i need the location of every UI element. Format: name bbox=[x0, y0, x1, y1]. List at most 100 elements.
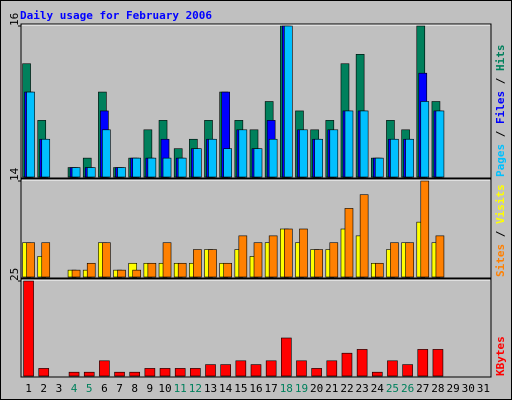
bar bbox=[68, 371, 80, 377]
x-tick-label: 18 bbox=[280, 382, 293, 395]
bar bbox=[284, 228, 293, 278]
y-tick-label: 14 bbox=[8, 167, 21, 181]
bar bbox=[344, 208, 354, 278]
x-tick-label: 2 bbox=[40, 382, 47, 395]
bar bbox=[129, 371, 141, 377]
bar bbox=[374, 157, 384, 178]
bar bbox=[114, 371, 125, 377]
bar bbox=[26, 242, 35, 278]
bar bbox=[268, 138, 278, 178]
x-tick-label: 20 bbox=[310, 382, 323, 395]
chart-title: Daily usage for February 2006 bbox=[20, 9, 212, 22]
bar bbox=[329, 129, 339, 178]
bar bbox=[117, 167, 126, 178]
bar bbox=[190, 368, 201, 377]
bar bbox=[38, 368, 50, 377]
x-tick-label: 17 bbox=[265, 382, 278, 395]
x-tick-label: 6 bbox=[101, 382, 108, 395]
x-tick-label: 29 bbox=[446, 382, 459, 395]
bar bbox=[299, 228, 308, 278]
x-tick-label: 19 bbox=[295, 382, 308, 395]
bar bbox=[205, 364, 216, 377]
bar bbox=[329, 242, 339, 278]
x-tick-label: 23 bbox=[356, 382, 369, 395]
x-tick-label: 8 bbox=[131, 382, 138, 395]
bar bbox=[208, 249, 217, 278]
bar bbox=[132, 157, 142, 178]
legend-entry: Hits bbox=[494, 45, 507, 72]
bar bbox=[250, 364, 262, 377]
bar bbox=[314, 138, 323, 178]
x-tick-label: 15 bbox=[234, 382, 247, 395]
bar bbox=[405, 242, 414, 278]
x-tick-label: 22 bbox=[340, 382, 353, 395]
bar bbox=[390, 242, 399, 278]
legend-entry: Pages bbox=[494, 144, 507, 177]
bar bbox=[99, 360, 110, 377]
x-tick-label: 9 bbox=[147, 382, 154, 395]
legend-separator: / bbox=[494, 224, 507, 244]
bar bbox=[402, 364, 413, 377]
legend-entry: Sites bbox=[494, 244, 507, 277]
bar bbox=[296, 360, 307, 377]
x-tick-label: 21 bbox=[325, 382, 338, 395]
bar bbox=[26, 91, 35, 178]
bar bbox=[23, 280, 34, 377]
bar bbox=[132, 269, 142, 278]
x-tick-label: 4 bbox=[71, 382, 78, 395]
bar bbox=[341, 352, 353, 377]
bar bbox=[41, 242, 51, 278]
bar bbox=[102, 129, 111, 178]
legend: Sites / Visits bbox=[494, 184, 507, 277]
bar bbox=[299, 129, 308, 178]
bar bbox=[193, 148, 202, 178]
bar bbox=[102, 242, 111, 278]
legend: KBytes bbox=[494, 336, 507, 376]
legend-separator: / bbox=[494, 124, 507, 144]
x-tick-label: 3 bbox=[56, 382, 63, 395]
x-tick-label: 24 bbox=[371, 382, 385, 395]
bar bbox=[359, 194, 369, 278]
bar bbox=[420, 101, 430, 178]
bar bbox=[253, 242, 263, 278]
bar bbox=[374, 262, 384, 278]
bar bbox=[174, 368, 186, 377]
bar bbox=[390, 138, 399, 178]
bar bbox=[417, 349, 429, 377]
bar bbox=[265, 360, 277, 377]
bar bbox=[238, 235, 248, 278]
bar bbox=[435, 110, 445, 178]
bar bbox=[147, 262, 157, 278]
bar bbox=[177, 157, 187, 178]
bar bbox=[326, 360, 338, 377]
x-tick-label: 26 bbox=[401, 382, 414, 395]
bar bbox=[253, 148, 263, 178]
x-tick-label: 5 bbox=[86, 382, 93, 395]
legend-entry: Visits bbox=[494, 184, 507, 224]
x-tick-label: 28 bbox=[431, 382, 444, 395]
bar bbox=[177, 262, 187, 278]
bar bbox=[220, 364, 231, 377]
bar bbox=[435, 235, 445, 278]
bar bbox=[144, 368, 156, 377]
bar bbox=[314, 249, 323, 278]
bar bbox=[86, 167, 96, 178]
bar bbox=[356, 349, 368, 377]
x-tick-label: 14 bbox=[219, 382, 233, 395]
legend-entry: Files bbox=[494, 91, 507, 124]
x-tick-label: 30 bbox=[462, 382, 475, 395]
x-tick-label: 11 bbox=[174, 382, 187, 395]
bar bbox=[235, 360, 247, 377]
legend-entry: KBytes bbox=[494, 336, 507, 376]
bar bbox=[371, 371, 383, 377]
bar bbox=[238, 129, 248, 178]
bar bbox=[405, 138, 414, 178]
x-tick-label: 25 bbox=[386, 382, 399, 395]
x-tick-label: 7 bbox=[116, 382, 123, 395]
bar bbox=[311, 368, 322, 377]
bar bbox=[117, 269, 126, 278]
bar bbox=[83, 371, 95, 377]
bar bbox=[162, 157, 172, 178]
bar bbox=[162, 242, 172, 278]
